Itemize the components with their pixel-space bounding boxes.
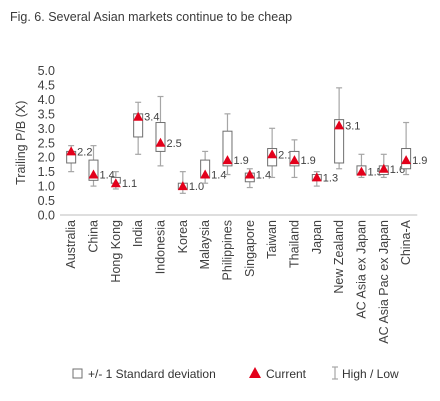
data-label: 1.0 <box>189 181 204 193</box>
current-marker <box>66 146 77 156</box>
y-tick-label: 3.5 <box>38 107 55 121</box>
current-marker <box>88 169 99 179</box>
current-marker <box>244 169 255 179</box>
x-category-label: Thailand <box>287 220 301 268</box>
y-tick-label: 1.0 <box>38 180 55 194</box>
current-marker <box>177 181 188 191</box>
x-category-label: Hong Kong <box>109 220 123 283</box>
current-marker <box>267 149 278 159</box>
y-tick-label: 3.0 <box>38 122 55 136</box>
x-category-label: Malaysia <box>198 220 212 269</box>
x-category-label: New Zealand <box>332 220 346 294</box>
legend-label-high-low: High / Low <box>342 367 399 381</box>
y-tick-label: 0.5 <box>38 194 55 208</box>
data-label: 1.9 <box>233 155 248 167</box>
data-label: 2.2 <box>77 146 92 158</box>
x-category-label: AC Asia Pac ex Japan <box>377 220 391 344</box>
legend-label-current: Current <box>266 367 307 381</box>
current-marker <box>222 155 233 165</box>
x-category-label: Indonesia <box>153 220 167 274</box>
y-tick-label: 4.5 <box>38 78 55 92</box>
x-category-label: AC Asia ex Japan <box>354 220 368 319</box>
current-marker <box>200 169 211 179</box>
y-tick-label: 2.0 <box>38 151 55 165</box>
y-tick-label: 1.5 <box>38 165 55 179</box>
x-category-label: China-A <box>399 219 413 265</box>
x-category-label: Philippines <box>220 220 234 280</box>
x-category-label: Japan <box>310 220 324 254</box>
data-label: 1.4 <box>211 170 226 182</box>
y-tick-label: 0.0 <box>38 209 55 223</box>
current-marker <box>155 137 166 147</box>
x-category-label: Taiwan <box>265 220 279 259</box>
y-tick-label: 4.0 <box>38 93 55 107</box>
data-label: 1.1 <box>122 178 137 190</box>
std-dev-box <box>155 122 166 152</box>
current-marker <box>378 163 389 173</box>
chart-title: Fig. 6. Several Asian markets continue t… <box>10 10 293 24</box>
data-label: 1.9 <box>412 155 427 167</box>
x-category-label: India <box>131 220 145 247</box>
data-label: 1.9 <box>300 155 315 167</box>
current-marker <box>110 178 121 188</box>
current-marker <box>289 155 300 165</box>
current-marker <box>133 111 144 121</box>
current-marker <box>311 172 322 182</box>
current-marker <box>356 166 367 176</box>
data-label: 3.1 <box>345 120 360 132</box>
legend-label-std-dev: +/- 1 Standard deviation <box>88 367 216 381</box>
x-category-label: Singapore <box>243 220 257 277</box>
y-axis-label: Trailing P/B (X) <box>14 101 28 185</box>
data-label: 1.3 <box>323 172 338 184</box>
y-tick-label: 2.5 <box>38 136 55 150</box>
std-dev-box <box>334 119 345 164</box>
current-marker <box>334 120 345 130</box>
data-label: 1.4 <box>256 170 271 182</box>
y-tick-label: 5.0 <box>38 64 55 78</box>
legend-box-swatch <box>72 368 83 379</box>
data-label: 2.5 <box>166 138 181 150</box>
x-category-label: China <box>86 220 100 253</box>
x-category-label: Korea <box>176 220 190 253</box>
x-category-label: Australia <box>64 220 78 269</box>
current-marker <box>401 155 412 165</box>
legend-current-swatch <box>249 367 261 378</box>
std-dev-box <box>222 130 233 167</box>
data-label: 3.4 <box>144 112 159 124</box>
